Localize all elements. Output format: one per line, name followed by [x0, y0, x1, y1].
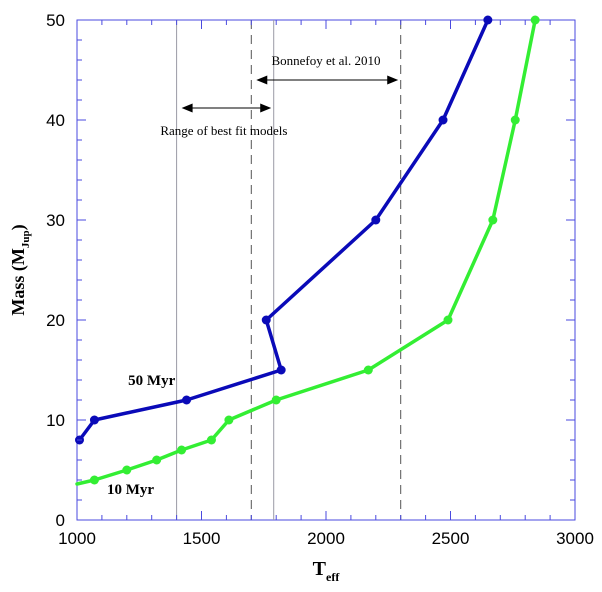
series-point-1 [271, 395, 281, 405]
plot-frame-layer [76, 19, 576, 521]
annotation-arrowhead-right [387, 75, 399, 85]
x-tick-label: 2500 [432, 529, 470, 548]
plot-frame [76, 19, 576, 521]
series-point-1 [89, 475, 99, 485]
series-line-1 [75, 18, 537, 486]
y-axis-title-sub: Jup [20, 230, 32, 248]
reference-lines-layer [176, 20, 402, 520]
annotation-arrowhead-left [256, 75, 268, 85]
series-label: 50 Myr [128, 373, 175, 389]
y-tick-label: 0 [56, 511, 65, 530]
x-tick-label: 1500 [183, 529, 221, 548]
series-point-0 [182, 395, 192, 405]
y-tick-label: 50 [46, 11, 65, 30]
series-point-0 [438, 115, 448, 125]
annotation-label: Bonnefoy et al. 2010 [271, 53, 380, 68]
series-point-1 [488, 215, 498, 225]
series-line-0 [77, 18, 490, 442]
x-axis-title-main: T [313, 558, 327, 580]
y-tick-label: 10 [46, 411, 65, 430]
x-axis-title-sub: eff [326, 570, 340, 584]
x-tick-label: 2000 [307, 529, 345, 548]
series-point-1 [510, 115, 520, 125]
y-tick-label: 40 [46, 111, 65, 130]
annotation-arrowhead-right [260, 103, 272, 113]
x-axis-title: Teff [313, 558, 341, 584]
series-point-0 [276, 365, 286, 375]
series-point-1 [363, 365, 373, 375]
annotation-arrowhead-left [181, 103, 193, 113]
y-axis-title-main: Mass (M [8, 248, 29, 315]
series-label: 10 Myr [107, 482, 154, 498]
series-point-1 [443, 315, 453, 325]
series-point-1 [530, 15, 540, 25]
series-point-1 [177, 445, 187, 455]
y-axis-title: Mass (MJup) [8, 224, 32, 315]
series-point-1 [152, 455, 162, 465]
series-point-0 [261, 315, 271, 325]
y-axis-title-close: ) [8, 224, 29, 230]
series-point-1 [206, 435, 216, 445]
series-point-1 [224, 415, 234, 425]
y-tick-label: 20 [46, 311, 65, 330]
annotations-layer: Range of best fit models Bonnefoy et al. … [160, 53, 399, 138]
x-tick-label: 3000 [556, 529, 594, 548]
series-point-0 [483, 15, 493, 25]
ticks-layer: 1000 1500 2000 2500 3000 0 10 20 30 40 50 [46, 11, 594, 548]
y-tick-label: 30 [46, 211, 65, 230]
x-tick-label: 1000 [58, 529, 96, 548]
series-point-0 [371, 215, 381, 225]
annotation-label: Range of best fit models [160, 123, 287, 138]
series-point-0 [89, 415, 99, 425]
series-point-1 [122, 465, 132, 475]
series-layer: 50 Myr 10 Myr [74, 15, 540, 498]
